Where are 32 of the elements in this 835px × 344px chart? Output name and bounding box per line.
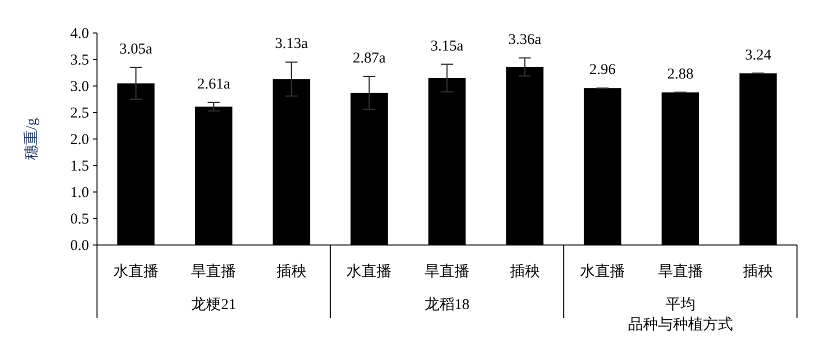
x-tick-label: 水直播 [346,263,392,280]
x-tick-label: 旱直播 [424,263,470,280]
data-label: 2.61a [197,76,230,92]
x-tick-label: 插秧 [510,263,540,280]
data-label: 2.88 [667,66,694,82]
x-tick-label: 水直播 [580,263,626,280]
text: 龙稻18 [424,296,470,313]
data-label: 3.24 [744,47,772,64]
y-tick-label: 2.0 [70,132,89,148]
x-tick-label: 插秧 [743,263,774,280]
x-axis-title: 品种与种植方式 [628,316,733,333]
data-label: 3.13a [274,36,308,52]
y-tick-label: 1.5 [70,158,89,174]
data-label: 3.15a [430,38,464,54]
text: 龙粳21 [191,296,236,313]
data-label: 2.87a [352,50,386,66]
x-tick-label: 旱直播 [191,263,236,280]
data-label: 2.96 [589,62,616,78]
x-tick-label: 水直播 [113,263,158,280]
y-tick-label: 3.0 [70,79,89,95]
y-axis-title: 穗重/g [23,118,40,160]
y-tick-label: 0.0 [70,238,89,254]
x-tick-label: 旱直播 [658,263,703,280]
y-tick-label: 1.0 [70,185,89,201]
y-tick-label: 4.0 [70,26,89,42]
text: 平均 [665,296,696,313]
y-tick-label: 0.5 [70,212,89,228]
y-tick-label: 3.5 [70,52,89,68]
data-label: 3.36a [508,32,542,48]
y-tick-label: 2.5 [70,106,89,122]
data-label: 3.05a [119,41,153,58]
x-tick-label: 插秧 [276,263,306,280]
